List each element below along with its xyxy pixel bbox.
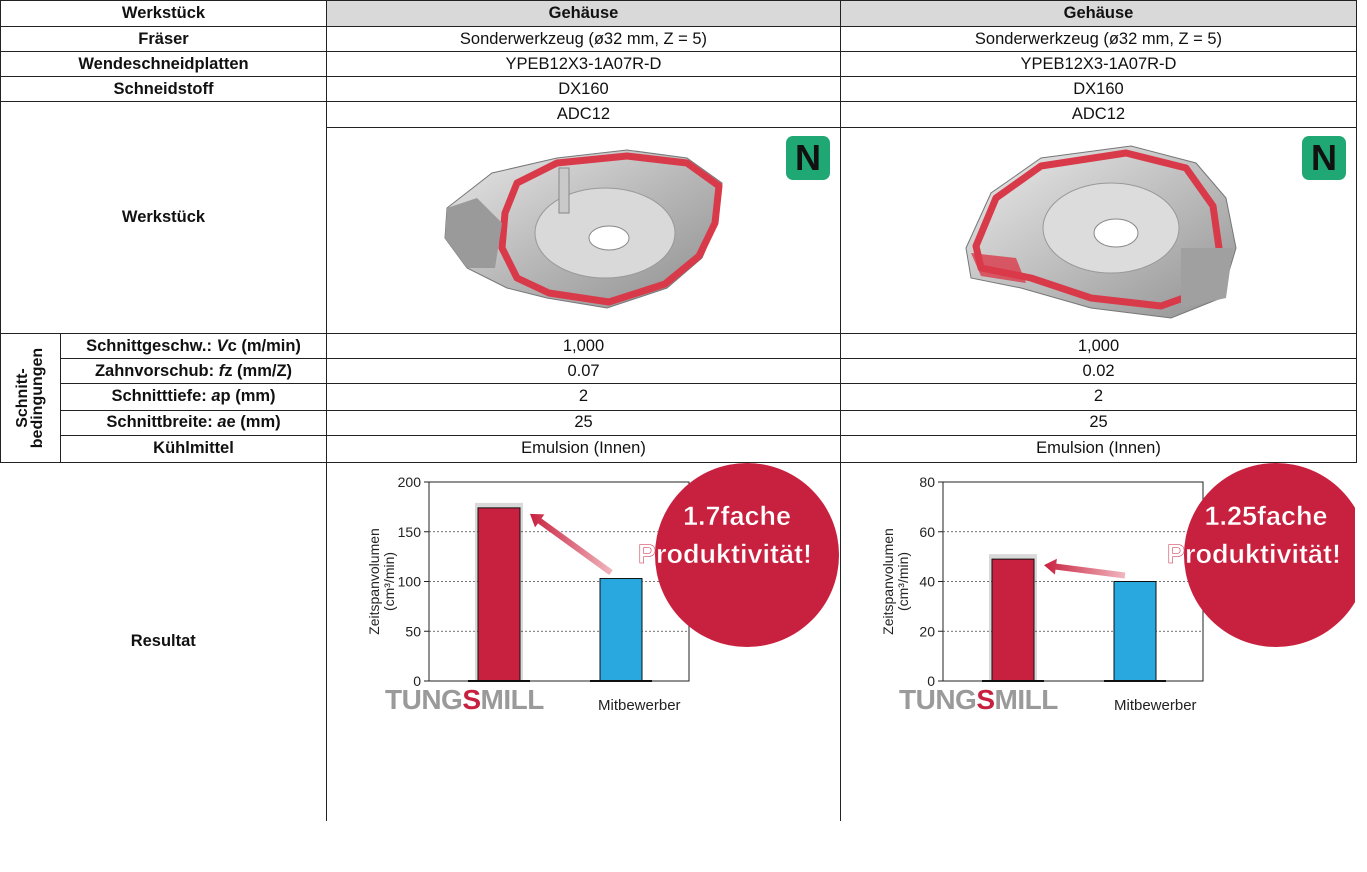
fz-col1: 0.07 xyxy=(326,358,841,385)
housing-image-1 xyxy=(444,149,723,309)
tungsmill-logo: TUNGSMILL xyxy=(899,684,1058,715)
workpiece-image-cell-2: N xyxy=(840,127,1357,334)
y-axis-label: Zeitspanvolumen xyxy=(366,528,382,635)
schneidstoff-label: Schneidstoff xyxy=(0,76,327,102)
header-col2: Gehäuse xyxy=(840,0,1357,27)
ae-label: Schnittbreite: ae (mm) xyxy=(60,409,327,436)
chart-1: 0 50 100 150 200 Zeitspanvolumen (cm³/min) 1.7f… xyxy=(366,463,839,715)
y-tick-label: 80 xyxy=(919,474,935,490)
competitor-label: Mitbewerber xyxy=(598,697,681,714)
material-col1: ADC12 xyxy=(326,101,841,128)
y-axis-unit: (cm³/min) xyxy=(381,552,397,611)
vc-col1: 1,000 xyxy=(326,332,841,360)
fraeser-col2: Sonderwerkzeug (ø32 mm, Z = 5) xyxy=(840,26,1357,52)
vc-label: Schnittgeschw.: Vc (m/min) xyxy=(60,332,327,360)
y-tick-label: 200 xyxy=(398,474,422,490)
schneidstoff-col1: DX160 xyxy=(326,76,841,102)
conditions-label-line2: bedingungen xyxy=(29,347,46,449)
y-axis-label: Zeitspanvolumen xyxy=(880,528,896,635)
vc-col2: 1,000 xyxy=(840,332,1357,360)
callout-bubble xyxy=(1184,463,1355,647)
header-label: Werkstück xyxy=(0,0,327,27)
chart-2: 0 20 40 60 80 Zeitspanvolumen (cm³/min) 1.25fac… xyxy=(880,463,1355,715)
fraeser-label: Fräser xyxy=(0,26,327,52)
y-tick-label: 0 xyxy=(927,673,935,689)
workpiece-image-cell-1: N xyxy=(326,127,841,334)
housing-image-2 xyxy=(965,145,1237,319)
y-axis-unit: (cm³/min) xyxy=(895,552,911,611)
schneidstoff-col2: DX160 xyxy=(840,76,1357,102)
tungsmill-logo: TUNGSMILL xyxy=(385,684,544,715)
y-tick-label: 60 xyxy=(919,524,935,540)
fz-col2: 0.02 xyxy=(840,358,1357,385)
ap-col1: 2 xyxy=(326,383,841,411)
ap-col2: 2 xyxy=(840,383,1357,411)
callout-factor: 1.25fache xyxy=(1204,501,1327,531)
conditions-label-line1: Schnitt- xyxy=(14,368,31,428)
y-tick-label: 0 xyxy=(413,673,421,689)
chart-cell-2: 0 20 40 60 80 Zeitspanvolumen (cm³/min) 1.25fac… xyxy=(840,462,1357,821)
ae-col1: 25 xyxy=(326,409,841,436)
conditions-group-label: Schnitt- bedingungen xyxy=(0,333,61,463)
chart-cell-1: 0 50 100 150 200 Zeitspanvolumen (cm³/min) 1.7f… xyxy=(326,462,841,821)
callout-productivity: Produktivität! xyxy=(1167,539,1341,569)
y-tick-label: 40 xyxy=(919,574,935,590)
bar-tungsmill xyxy=(477,507,521,682)
y-tick-label: 100 xyxy=(398,574,422,590)
competitor-label: Mitbewerber xyxy=(1114,697,1197,714)
y-tick-label: 150 xyxy=(398,524,422,540)
y-tick-label: 50 xyxy=(405,623,421,639)
ap-label: Schnitttiefe: ap (mm) xyxy=(60,383,327,411)
bar-mitbewerber xyxy=(599,578,643,682)
callout-productivity: Produktivität! xyxy=(638,539,812,569)
platten-label: Wendeschneidplatten xyxy=(0,51,327,77)
bar-mitbewerber xyxy=(1113,581,1157,682)
material-group-n-icon: N xyxy=(786,136,830,180)
platten-col2: YPEB12X3-1A07R-D xyxy=(840,51,1357,77)
ae-col2: 25 xyxy=(840,409,1357,436)
y-tick-label: 20 xyxy=(919,623,935,639)
fz-label: Zahnvorschub: fz (mm/Z) xyxy=(60,358,327,385)
increase-arrow xyxy=(530,513,613,575)
result-label: Resultat xyxy=(0,462,327,821)
platten-col1: YPEB12X3-1A07R-D xyxy=(326,51,841,77)
coolant-col2: Emulsion (Innen) xyxy=(840,434,1357,464)
bar-tungsmill xyxy=(991,558,1035,682)
increase-arrow xyxy=(1044,558,1126,579)
callout-factor: 1.7fache xyxy=(683,501,791,531)
header-col1: Gehäuse xyxy=(326,0,841,27)
coolant-label: Kühlmittel xyxy=(60,434,327,464)
coolant-col1: Emulsion (Innen) xyxy=(326,434,841,464)
material-col2: ADC12 xyxy=(840,101,1357,128)
spec-table: Werkstück Gehäuse Gehäuse Fräser Sonderw… xyxy=(0,0,1357,821)
fraeser-col1: Sonderwerkzeug (ø32 mm, Z = 5) xyxy=(326,26,841,52)
callout-bubble xyxy=(655,463,839,647)
material-group-n-icon: N xyxy=(1302,136,1346,180)
werkstueck-label: Werkstück xyxy=(0,101,327,334)
